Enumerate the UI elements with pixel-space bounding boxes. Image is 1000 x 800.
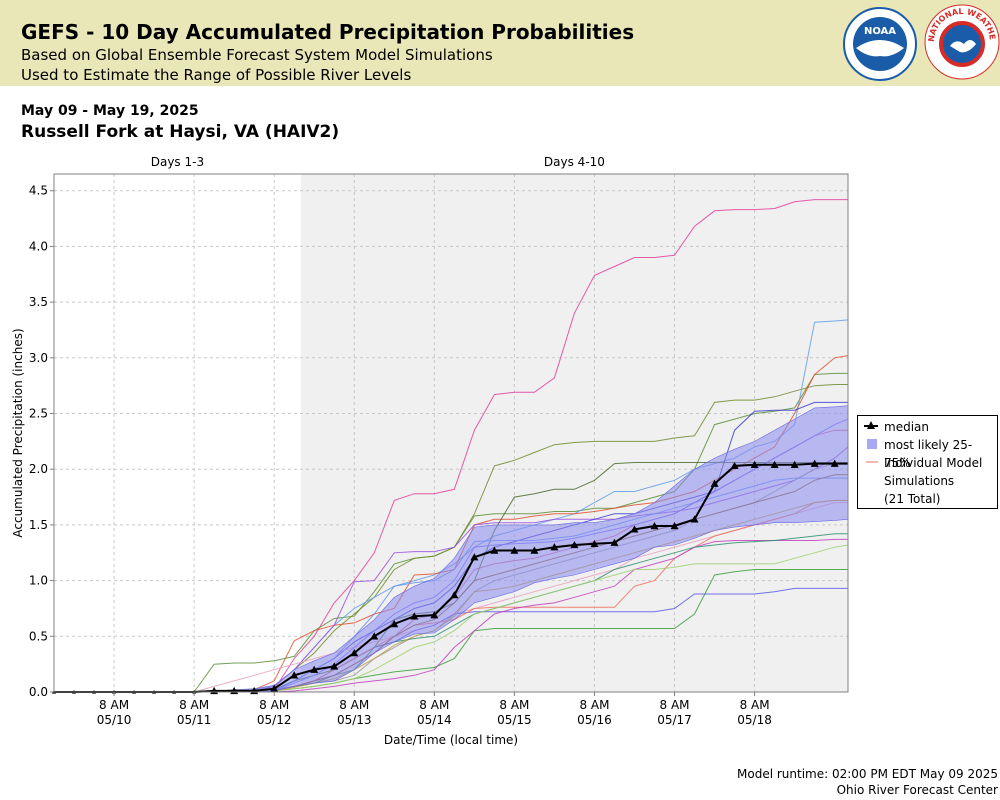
median-point [430, 611, 439, 619]
x-tick-label-date: 05/14 [417, 713, 452, 727]
legend-individual-symbol [866, 461, 878, 463]
median-point [350, 649, 359, 657]
forecast-center: Ohio River Forecast Center [836, 783, 998, 797]
median-point [650, 522, 659, 530]
x-tick-label-date: 05/12 [257, 713, 292, 727]
legend: median most likely 25-75% Individual Mod… [857, 415, 998, 509]
x-tick-label-date: 05/15 [497, 713, 532, 727]
page-title: GEFS - 10 Day Accumulated Precipitation … [21, 20, 635, 44]
median-point [830, 459, 839, 467]
median-point [810, 459, 819, 467]
subtitle-line-1: Based on Global Ensemble Forecast System… [21, 46, 493, 64]
median-point [670, 522, 679, 530]
legend-median-label: median [884, 420, 929, 434]
y-tick-label: 4.5 [29, 184, 48, 198]
date-range: May 09 - May 19, 2025 [21, 103, 199, 119]
median-point [710, 479, 719, 487]
legend-individual: Individual Model Simulations (21 Total) [864, 454, 996, 508]
x-tick-label-date: 05/13 [337, 713, 372, 727]
x-tick-label-time: 8 AM [660, 698, 690, 712]
y-tick-label: 3.0 [29, 351, 48, 365]
nws-logo: NATIONAL WEATHER SERVICE [924, 4, 1000, 80]
median-point [730, 461, 739, 470]
median-point [790, 460, 799, 468]
x-tick-label-time: 8 AM [499, 698, 529, 712]
y-tick-label: 1.0 [29, 574, 48, 588]
x-tick-label-time: 8 AM [419, 698, 449, 712]
y-tick-label: 4.0 [29, 239, 48, 253]
legend-individual-text: Individual Model Simulations [884, 456, 983, 488]
x-tick-label-time: 8 AM [579, 698, 609, 712]
legend-band-symbol [867, 439, 877, 449]
x-tick-label-time: 8 AM [259, 698, 289, 712]
median-point [770, 460, 779, 468]
noaa-logo: NOAA [843, 7, 917, 81]
median-point [630, 525, 639, 533]
location-title: Russell Fork at Haysi, VA (HAIV2) [21, 122, 340, 142]
legend-band: most likely 25-75% [864, 436, 996, 472]
median-point [270, 684, 279, 692]
x-tick-label-time: 8 AM [339, 698, 369, 712]
median-point [330, 662, 339, 670]
legend-median: median [864, 418, 996, 436]
x-tick-label-date: 05/16 [577, 713, 612, 727]
x-tick-label-time: 8 AM [740, 698, 770, 712]
median-point [450, 591, 459, 599]
median-point [510, 546, 519, 554]
x-tick-label-date: 05/17 [657, 713, 692, 727]
x-tick-label-time: 8 AM [99, 698, 129, 712]
x-tick-label-date: 05/18 [737, 713, 772, 727]
median-point [590, 539, 599, 548]
median-point [690, 515, 699, 523]
x-tick-label-date: 05/10 [97, 713, 132, 727]
legend-band-label: most likely 25-75% [884, 438, 973, 470]
y-tick-label: 3.5 [29, 295, 48, 309]
model-runtime: Model runtime: 02:00 PM EDT May 09 2025 [737, 767, 998, 781]
header-band: GEFS - 10 Day Accumulated Precipitation … [0, 0, 1000, 86]
median-point [610, 538, 619, 546]
precip-chart: Days 1-3 Days 4-10 0.0 0.5 1.0 1.5 2.0 2.5 3.0 3.… [11, 155, 849, 747]
y-tick-label: 1.5 [29, 518, 48, 532]
median-point [290, 671, 299, 679]
legend-total-text: (21 Total) [884, 492, 941, 506]
noaa-logo-text: NOAA [864, 26, 896, 37]
median-point [310, 665, 319, 673]
median-point [390, 620, 399, 628]
period-label: Days 1-3 [151, 155, 204, 169]
median-point [410, 612, 419, 620]
x-axis-label: Date/Time (local time) [384, 733, 518, 747]
period-label: Days 4-10 [544, 155, 605, 169]
median-point [370, 632, 379, 640]
x-tick-label-date: 05/11 [177, 713, 212, 727]
y-tick-label: 2.5 [29, 407, 48, 421]
y-tick-label: 0.0 [29, 685, 48, 699]
x-tick-label-time: 8 AM [179, 698, 209, 712]
y-axis-label: Accumulated Precipitation (inches) [11, 328, 25, 537]
median-point [530, 546, 539, 554]
median-point [570, 540, 579, 549]
median-point [470, 553, 479, 561]
median-point [550, 543, 559, 551]
median-point [490, 546, 499, 554]
legend-individual-label: Individual Model Simulations (21 Total) [884, 454, 996, 508]
subtitle-line-2: Used to Estimate the Range of Possible R… [21, 66, 412, 84]
plot-border [53, 173, 849, 693]
legend-median-symbol [864, 421, 878, 429]
median-point [750, 460, 759, 468]
y-tick-label: 0.5 [29, 629, 48, 643]
y-tick-label: 2.0 [29, 462, 48, 476]
